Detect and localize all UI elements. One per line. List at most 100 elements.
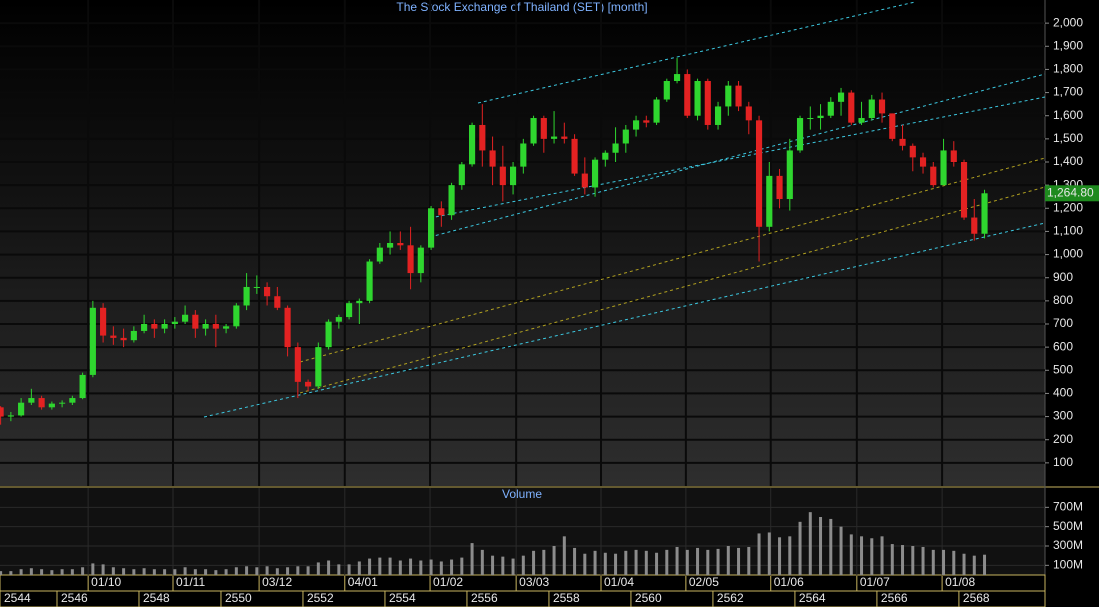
volume-bar <box>931 549 935 575</box>
volume-bar <box>101 564 105 575</box>
volume-bar <box>132 569 136 575</box>
candle-body <box>120 337 127 341</box>
volume-bar <box>183 567 187 575</box>
volume-bar <box>224 569 228 575</box>
volume-bar <box>152 569 156 575</box>
volume-bar <box>265 566 269 575</box>
volume-bar <box>542 549 546 575</box>
candle-body <box>591 159 599 188</box>
candle-body <box>878 99 886 114</box>
volume-bar <box>439 561 443 575</box>
x-tick-label: 01/07 <box>860 575 890 589</box>
candle-body <box>827 101 834 116</box>
candle-body <box>632 120 640 130</box>
trend-line <box>429 96 1046 219</box>
volume-bar <box>91 563 95 575</box>
candle-body <box>960 162 968 218</box>
candle-body <box>182 314 189 322</box>
candle-body <box>725 85 732 107</box>
candle-body <box>766 175 773 227</box>
volume-bar <box>286 567 290 575</box>
volume-bar <box>757 533 761 575</box>
candle-body <box>858 118 865 123</box>
x-tick-label: 03/03 <box>519 575 549 589</box>
volume-bar <box>644 550 648 575</box>
candle-body <box>7 415 14 417</box>
volume-bar <box>521 555 525 575</box>
candle-body <box>366 261 373 301</box>
volume-bar <box>398 560 402 575</box>
volume-bar <box>880 536 884 575</box>
volume-bar <box>60 569 64 575</box>
volume-bar <box>860 536 864 575</box>
candle-body <box>550 136 558 139</box>
candle-body <box>212 324 219 329</box>
volume-bar <box>29 568 33 575</box>
volume-bar <box>316 562 320 575</box>
candle-body <box>428 208 435 248</box>
volume-bar <box>665 549 669 575</box>
y-tick-label: 1,900 <box>1053 38 1083 52</box>
x-tick-label: 2566 <box>881 591 908 605</box>
candle-body <box>899 138 906 146</box>
x-tick-label: 03/12 <box>262 575 292 589</box>
candle-body <box>171 321 178 324</box>
volume-bar <box>368 558 372 575</box>
volume-bar <box>798 521 802 575</box>
volume-bar <box>409 558 413 575</box>
last-price-label: 1,264.80 <box>1047 185 1094 199</box>
volume-bar <box>716 548 720 575</box>
x-tick-label: 2554 <box>389 591 416 605</box>
candle-body <box>694 81 701 116</box>
candle-body <box>89 307 96 375</box>
candle-body <box>274 296 281 308</box>
volume-bar <box>9 571 13 575</box>
volume-bar <box>480 549 484 575</box>
y-tick-label: 300 <box>1053 409 1073 423</box>
candle-body <box>28 398 35 403</box>
chart-title: The Stock Exchange of Thailand (SET) [mo… <box>396 0 647 14</box>
volume-bar <box>357 561 361 575</box>
volume-bar <box>788 536 792 575</box>
volume-bar <box>901 545 905 575</box>
candle-body <box>325 321 332 348</box>
trend-line <box>477 1 916 104</box>
volume-bar <box>583 553 587 575</box>
candle-body <box>714 106 722 125</box>
candle-body <box>489 150 496 167</box>
candle-body <box>151 324 158 329</box>
candle-body <box>346 303 353 318</box>
volume-bar <box>142 568 146 575</box>
y-tick-label: 1,200 <box>1053 200 1083 214</box>
volume-bar <box>819 517 823 575</box>
candle-body <box>130 330 137 341</box>
x-tick-label: 2558 <box>553 591 580 605</box>
candle-body <box>817 115 824 119</box>
y-tick-label: 1,800 <box>1053 62 1083 76</box>
candle-body <box>602 152 609 160</box>
volume-bar <box>767 532 771 575</box>
y-tick-label: 700M <box>1053 500 1083 514</box>
candle-body <box>653 99 660 123</box>
x-tick-label: 04/01 <box>348 575 378 589</box>
candle-body <box>141 324 148 331</box>
volume-bar <box>378 557 382 575</box>
volume-bar <box>808 512 812 575</box>
volume-bar <box>706 549 710 575</box>
candle-body <box>520 143 527 167</box>
candle-body <box>479 124 486 151</box>
x-tick-label: 2548 <box>143 591 170 605</box>
volume-bar <box>122 568 126 575</box>
candle-body <box>919 157 927 167</box>
volume-bar <box>552 546 556 575</box>
volume-bar <box>952 550 956 575</box>
candle-body <box>376 247 383 262</box>
candle-body <box>110 335 117 338</box>
volume-bar <box>942 549 946 575</box>
volume-bar <box>50 570 54 575</box>
x-tick-label: 2568 <box>963 591 990 605</box>
volume-bar <box>593 550 597 575</box>
volume-bar <box>675 546 679 575</box>
candle-body <box>971 217 978 234</box>
